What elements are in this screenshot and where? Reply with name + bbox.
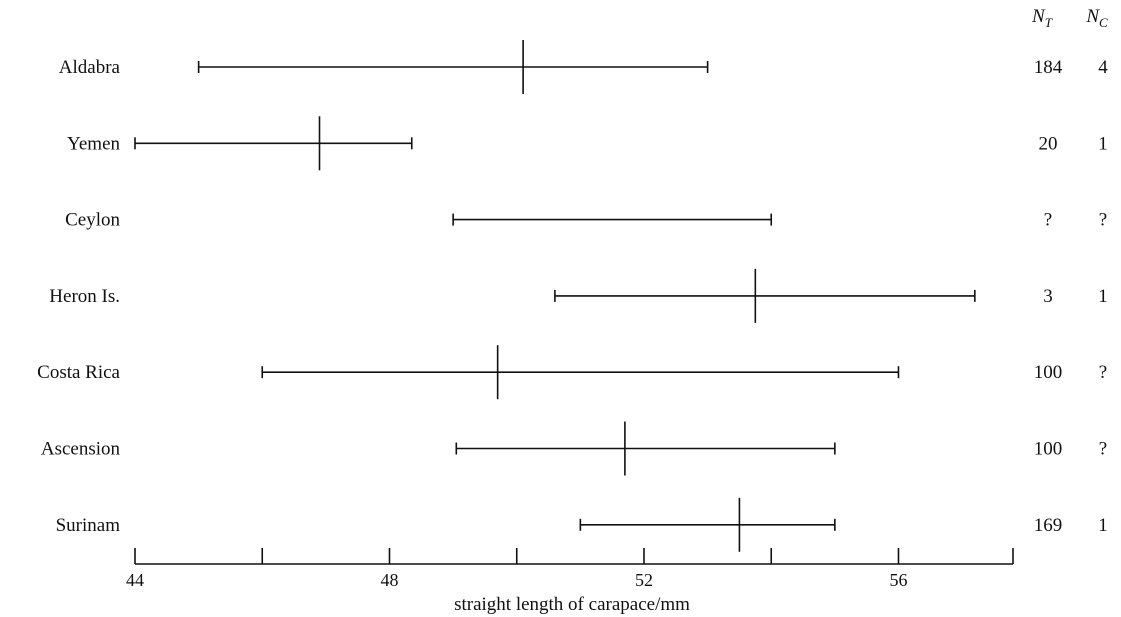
row-label: Ascension bbox=[41, 439, 121, 460]
row-ascension: Ascension 100? bbox=[41, 421, 1107, 476]
x-tick-label: 52 bbox=[635, 570, 653, 590]
row-label: Yemen bbox=[67, 133, 120, 154]
count-nt: 3 bbox=[1043, 286, 1053, 307]
count-nt: 100 bbox=[1034, 439, 1063, 460]
count-nt: ? bbox=[1044, 210, 1052, 231]
count-nt: 184 bbox=[1034, 57, 1063, 78]
count-nc: 1 bbox=[1098, 515, 1108, 536]
x-tick-label: 48 bbox=[380, 570, 398, 590]
row-ceylon: Ceylon?? bbox=[65, 210, 1107, 231]
count-nt: 169 bbox=[1034, 515, 1063, 536]
row-label: Surinam bbox=[56, 515, 121, 536]
count-nt: 100 bbox=[1034, 362, 1063, 383]
count-nc: ? bbox=[1099, 362, 1107, 383]
x-axis: 44 48 52 56 bbox=[126, 548, 1014, 590]
row-costa-rica: Costa Rica 100? bbox=[37, 345, 1107, 400]
row-surinam: Surinam 169 1 bbox=[56, 497, 1108, 552]
rows-layer: Aldabra 184 4 Yemen 20 1 Ceylon? ? Heron Is. 3 1 Co… bbox=[37, 40, 1108, 552]
x-tick-label: 44 bbox=[126, 570, 144, 590]
count-headers: NT NC bbox=[1031, 6, 1108, 30]
row-label: Ceylon bbox=[65, 210, 120, 231]
count-nc: ? bbox=[1099, 210, 1107, 231]
row-heron-is: Heron Is. 3 1 bbox=[49, 268, 1108, 323]
x-axis-label: straight length of carapace/mm bbox=[454, 594, 690, 615]
count-nc: 1 bbox=[1098, 133, 1108, 154]
row-label: Costa Rica bbox=[37, 362, 120, 383]
count-nt: 20 bbox=[1039, 133, 1058, 154]
x-tick-label: 56 bbox=[889, 570, 907, 590]
row-label: Aldabra bbox=[59, 57, 121, 78]
header-nc: NC bbox=[1085, 6, 1108, 30]
row-aldabra: Aldabra 184 4 bbox=[59, 40, 1108, 94]
header-nt: NT bbox=[1031, 6, 1053, 30]
row-label: Heron Is. bbox=[49, 286, 120, 307]
row-yemen: Yemen 20 1 bbox=[67, 116, 1108, 171]
count-nc: ? bbox=[1099, 439, 1107, 460]
count-nc: 1 bbox=[1098, 286, 1108, 307]
count-nc: 4 bbox=[1098, 57, 1108, 78]
